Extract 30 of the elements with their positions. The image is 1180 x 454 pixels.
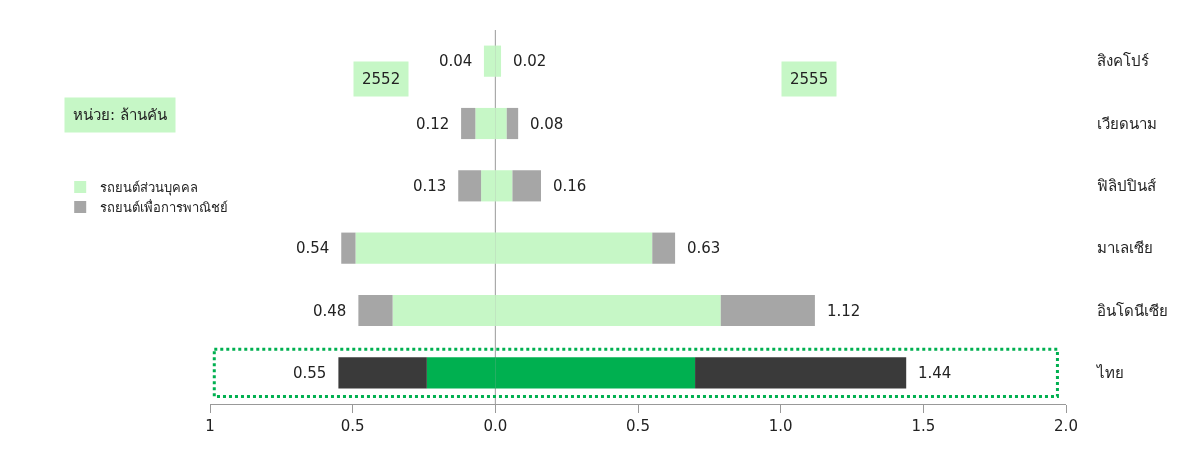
annotation: 0.48 bbox=[313, 302, 347, 320]
x-tick-label: 0.5 bbox=[626, 417, 650, 435]
annotation: 2552 bbox=[362, 70, 401, 88]
legend-label: รถยนต์เพื่อการพาณิชย์ bbox=[100, 199, 229, 216]
y-tick-label: อินโดนีเซีย bbox=[1097, 301, 1168, 320]
text: หน่วย: ล้านคัน bbox=[73, 106, 167, 124]
annotation: 0.55 bbox=[293, 364, 327, 382]
annotation: 0.13 bbox=[413, 177, 447, 195]
x-tick-label: 1.0 bbox=[768, 417, 793, 435]
y-tick-label: เวียดนาม bbox=[1097, 114, 1157, 133]
annotation: 0.04 bbox=[439, 52, 473, 70]
annotation: 0.54 bbox=[296, 239, 330, 257]
x-tick-label: 1.5 bbox=[911, 417, 936, 435]
annotation: 0.12 bbox=[416, 115, 450, 133]
y-tick-label: ฟิลิปปินส์ bbox=[1097, 177, 1156, 196]
annotation: 1.44 bbox=[918, 364, 952, 382]
y-tick-label: สิงคโปร์ bbox=[1097, 52, 1149, 71]
x-tick-label: 0.5 bbox=[340, 417, 365, 435]
y-tick-label: มาเลเซีย bbox=[1097, 239, 1153, 258]
annotation: 0.16 bbox=[553, 177, 587, 195]
x-tick-label: 2.0 bbox=[1054, 417, 1078, 435]
annotation: 0.63 bbox=[687, 239, 721, 257]
annotation: 1.12 bbox=[827, 302, 861, 320]
x-tick-label: 1 bbox=[205, 417, 215, 435]
x-tick-label: 0.0 bbox=[483, 417, 508, 435]
annotation: 0.02 bbox=[513, 52, 547, 70]
y-tick-label: ไทย bbox=[1096, 364, 1124, 383]
annotation: 0.08 bbox=[530, 115, 564, 133]
legend-label: รถยนต์ส่วนบุคคล bbox=[100, 180, 199, 197]
annotation: 2555 bbox=[790, 70, 829, 88]
